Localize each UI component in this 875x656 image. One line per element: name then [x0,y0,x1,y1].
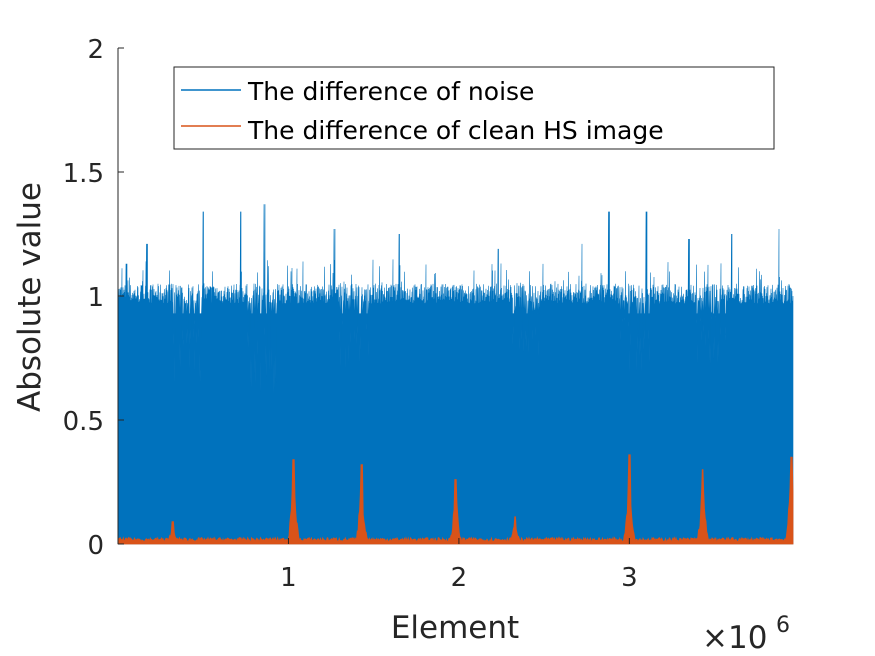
y-axis-title: Absolute value [12,182,48,412]
x-exponent-label: ×10 [702,620,767,656]
x-axis-title: Element [391,610,519,646]
legend-box [173,66,775,150]
y-tick-label: 0 [87,531,104,561]
series-clean [117,454,794,545]
series-layer [117,204,794,545]
y-tick-label: 1 [87,283,104,313]
x-exponent-power: 6 [776,613,790,638]
y-tick-label: 1.5 [63,159,104,189]
y-tick-label: 2 [87,35,104,65]
x-tick-label: 1 [280,563,297,593]
y-tick-label: 0.5 [63,407,104,437]
legend-label-noise: The difference of noise [247,77,534,106]
x-tick-label: 3 [621,563,638,593]
legend-label-clean: The difference of clean HS image [247,116,664,145]
x-ticks: 1 2 3 [280,538,638,593]
legend: The difference of noise The difference o… [173,66,775,150]
series-noise [117,204,794,545]
y-ticks: 0 0.5 1 1.5 2 [63,35,124,561]
x-tick-label: 2 [451,563,468,593]
